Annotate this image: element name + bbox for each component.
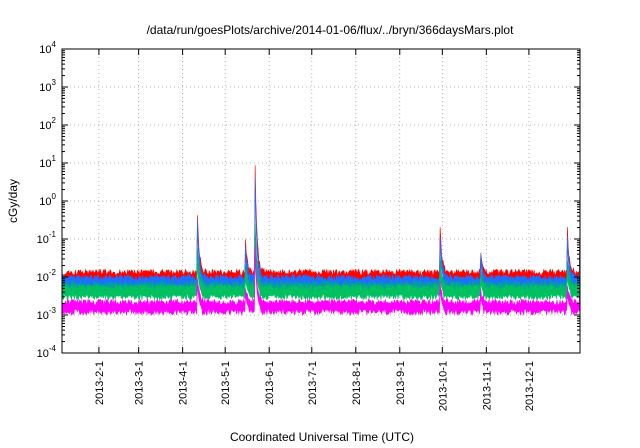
y-tick-label: 10-4 [37, 344, 57, 360]
y-tick-label: 102 [39, 116, 56, 132]
x-axis: 2013-2-1 2013-3-1 2013-4-1 2013-5-1 2013-6-1… [94, 49, 536, 411]
y-tick-label: 101 [39, 154, 56, 170]
x-tick-label: 2013-12-1 [524, 361, 536, 411]
y-tick-label: 103 [39, 78, 56, 94]
series-band [62, 223, 580, 298]
chart-title: /data/run/goesPlots/archive/2014-01-06/f… [147, 23, 515, 37]
y-tick-label: 104 [39, 40, 56, 56]
x-tick-label: 2013-6-1 [264, 361, 276, 405]
x-tick-label: 2013-5-1 [220, 361, 232, 405]
y-tick-label: 10-1 [37, 230, 57, 246]
series-band [62, 240, 580, 302]
x-tick-label: 2013-4-1 [178, 361, 190, 405]
y-axis: 10-4 10-3 10-2 10-1 100 101 102 103 104 [37, 40, 580, 360]
y-tick-label: 100 [39, 192, 56, 208]
y-tick-label: 10-3 [37, 306, 57, 322]
x-tick-label: 2013-10-1 [437, 361, 449, 411]
x-tick-label: 2013-9-1 [395, 361, 407, 405]
series-band [62, 246, 580, 317]
x-tick-label: 2013-8-1 [351, 361, 363, 405]
x-tick-label: 2013-2-1 [94, 361, 106, 405]
y-tick-label: 10-2 [37, 268, 57, 284]
grid [62, 49, 580, 353]
x-tick-label: 2013-3-1 [134, 361, 146, 405]
x-tick-label: 2013-11-1 [481, 361, 493, 410]
series-layer [62, 165, 580, 317]
x-axis-label: Coordinated Universal Time (UTC) [230, 430, 414, 444]
y-axis-label: cGy/day [6, 179, 20, 223]
series-band [62, 165, 580, 287]
x-tick-label: 2013-7-1 [307, 361, 319, 405]
